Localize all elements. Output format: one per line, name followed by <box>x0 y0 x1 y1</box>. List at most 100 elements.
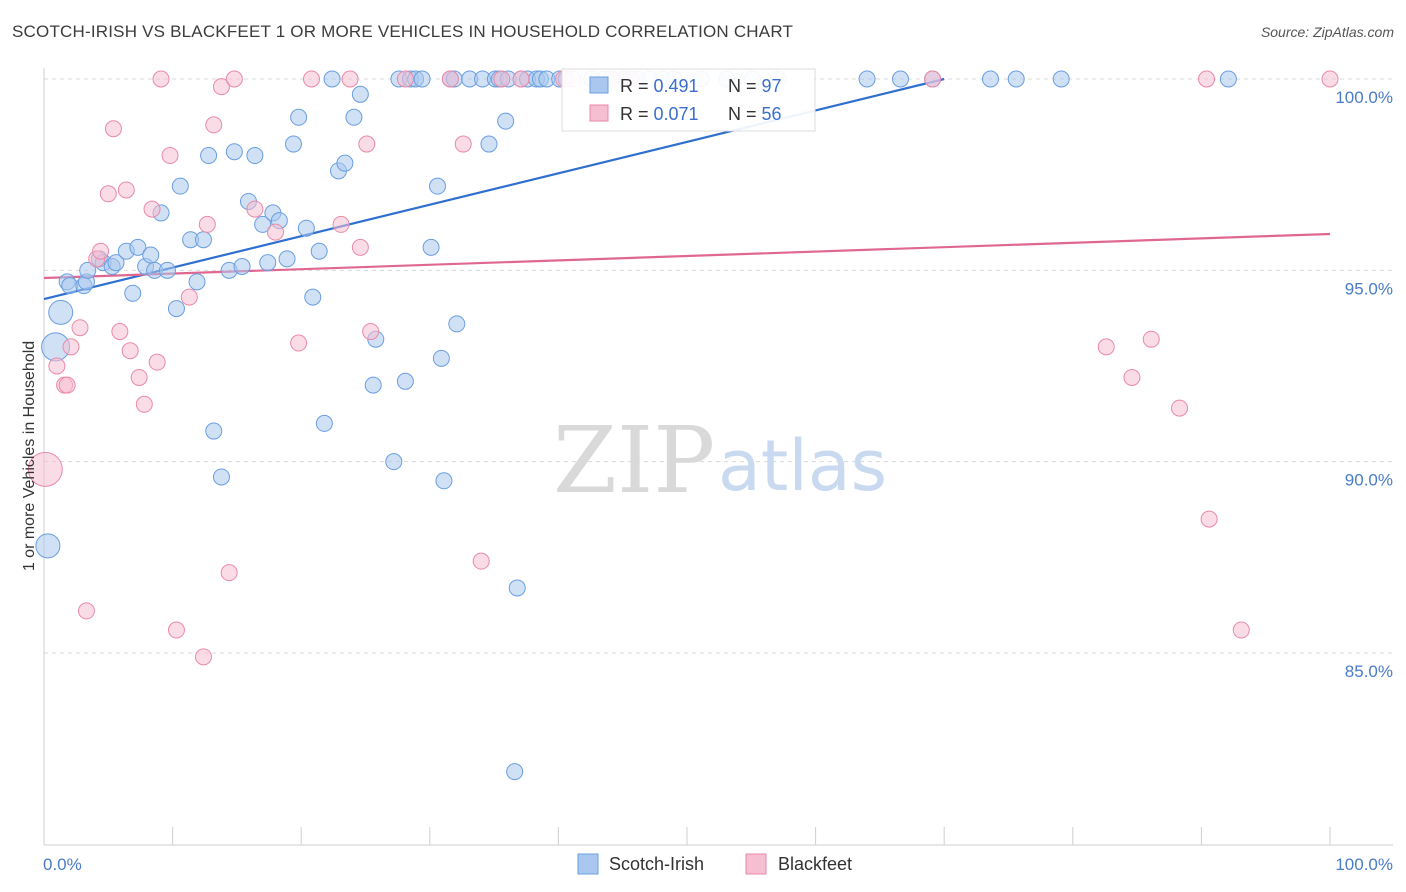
blackfeet-point-6 <box>77 602 95 620</box>
x-tick-label-left: 0.0% <box>43 855 82 874</box>
scotch-irish-point-37 <box>278 250 296 268</box>
blackfeet-point-25 <box>212 78 230 96</box>
y-axis-title: 1 or more Vehicles in Household <box>21 341 38 571</box>
blackfeet-point-31 <box>302 70 320 88</box>
blackfeet-point-18 <box>152 70 170 88</box>
legend-label-scotch-irish: Scotch-Irish <box>609 854 704 874</box>
blackfeet-point-17 <box>148 353 166 371</box>
chart-title: SCOTCH-IRISH VS BLACKFEET 1 OR MORE VEHI… <box>12 22 794 41</box>
legend-swatch-blackfeet <box>745 853 767 875</box>
scotch-irish-point-13 <box>124 284 142 302</box>
scotch-irish-point-41 <box>304 288 322 306</box>
scotch-irish-point-48 <box>351 85 369 103</box>
blackfeet-point-38 <box>441 70 459 88</box>
scotch-irish-point-98 <box>1219 70 1237 88</box>
legend-label-blackfeet: Blackfeet <box>778 854 852 874</box>
stats-n-value-2: 56 <box>762 104 782 124</box>
scotch-irish-point-16 <box>142 246 160 264</box>
stats-r-label-2: R = <box>620 104 654 124</box>
stats-box: R = 0.491 N = 97 R = 0.071 N = 56 <box>561 68 816 132</box>
blackfeet-point-10 <box>104 120 122 138</box>
scotch-irish-point-43 <box>315 414 333 432</box>
scotch-irish-point-7 <box>79 261 97 279</box>
y-tick-label-1: 95.0% <box>1345 279 1393 298</box>
blackfeet-point-30 <box>290 334 308 352</box>
legend-swatch-scotch-irish <box>577 853 599 875</box>
blackfeet-point-19 <box>161 147 179 165</box>
stats-n-value-1: 97 <box>762 76 782 96</box>
chart-source: Source: ZipAtlas.com <box>1260 24 1394 40</box>
blackfeet-point-24 <box>205 116 223 134</box>
svg-text:R = 0.491: R = 0.491 <box>620 76 699 96</box>
blackfeet-point-51 <box>1171 399 1189 417</box>
scotch-irish-point-33 <box>254 215 272 233</box>
scotch-irish-point-93 <box>891 70 909 88</box>
scotch-irish-point-20 <box>167 300 185 318</box>
scotch-irish-point-40 <box>297 219 315 237</box>
scotch-irish-point-42 <box>310 242 328 260</box>
scotch-irish-point-24 <box>194 231 212 249</box>
svg-text:N = 97: N = 97 <box>728 76 782 96</box>
stats-r-label-1: R = <box>620 76 654 96</box>
blackfeet-point-47 <box>924 70 942 88</box>
blackfeet-point-3 <box>58 376 76 394</box>
scotch-irish-point-25 <box>200 147 218 165</box>
svg-text:R = 0.071: R = 0.071 <box>620 104 699 124</box>
scotch-irish-point-2 <box>48 299 74 325</box>
scotch-irish-point-32 <box>246 147 264 165</box>
y-tick-label-0: 100.0% <box>1335 88 1393 107</box>
blackfeet-point-52 <box>1198 70 1216 88</box>
blackfeet-point-48 <box>1097 338 1115 356</box>
scotch-irish-point-60 <box>435 472 453 490</box>
scotch-irish-point-71 <box>506 763 524 781</box>
blackfeet-point-41 <box>493 70 511 88</box>
scotch-irish-point-92 <box>858 70 876 88</box>
scotch-irish-point-56 <box>413 70 431 88</box>
scotch-irish-point-49 <box>364 376 382 394</box>
blackfeet-point-8 <box>92 242 110 260</box>
scotch-irish-point-69 <box>497 112 515 130</box>
blackfeet-point-36 <box>362 323 380 341</box>
scotch-irish-point-97 <box>1052 70 1070 88</box>
blackfeet-point-23 <box>198 215 216 233</box>
blackfeet-point-1 <box>48 357 66 375</box>
x-tick-label-right: 100.0% <box>1335 855 1393 874</box>
scotch-irish-point-4 <box>61 277 79 295</box>
scotch-irish-point-95 <box>981 70 999 88</box>
blackfeet-point-27 <box>225 70 243 88</box>
blackfeet-trend-line <box>43 232 1331 280</box>
stats-n-label-2: N = <box>728 104 762 124</box>
scotch-irish-point-39 <box>290 108 308 126</box>
y-tick-label-3: 85.0% <box>1345 662 1393 681</box>
blackfeet-point-50 <box>1142 330 1160 348</box>
scotch-irish-point-44 <box>323 70 341 88</box>
scotch-irish-point-59 <box>432 349 450 367</box>
watermark-zip: ZIP <box>553 407 715 514</box>
scotch-irish-point-57 <box>422 238 440 256</box>
gridlines <box>44 78 1393 654</box>
stats-swatch-scotch-irish <box>589 76 609 94</box>
scotch-irish-point-11 <box>107 254 125 272</box>
blackfeet-point-4 <box>62 338 80 356</box>
blackfeet-point-29 <box>266 223 284 241</box>
blackfeet-point-35 <box>358 135 376 153</box>
watermark-atlas: atlas <box>718 425 887 507</box>
blackfeet-point-22 <box>194 648 212 666</box>
scotch-irish-point-29 <box>225 143 243 161</box>
scotch-irish-point-38 <box>284 135 302 153</box>
scotch-irish-point-96 <box>1007 70 1025 88</box>
stats-n-label-1: N = <box>728 76 762 96</box>
blackfeet-point-34 <box>351 238 369 256</box>
scotch-irish-point-27 <box>212 468 230 486</box>
scotch-irish-point-63 <box>448 315 466 333</box>
blackfeet-point-20 <box>167 621 185 639</box>
blackfeet-point-49 <box>1123 368 1141 386</box>
scotch-irish-point-53 <box>396 372 414 390</box>
scotch-irish-point-26 <box>205 422 223 440</box>
blackfeet-point-33 <box>341 70 359 88</box>
blackfeet-point-16 <box>143 200 161 218</box>
blackfeet-point-53 <box>1200 510 1218 528</box>
blackfeet-point-37 <box>396 70 414 88</box>
blackfeet-point-11 <box>111 323 129 341</box>
